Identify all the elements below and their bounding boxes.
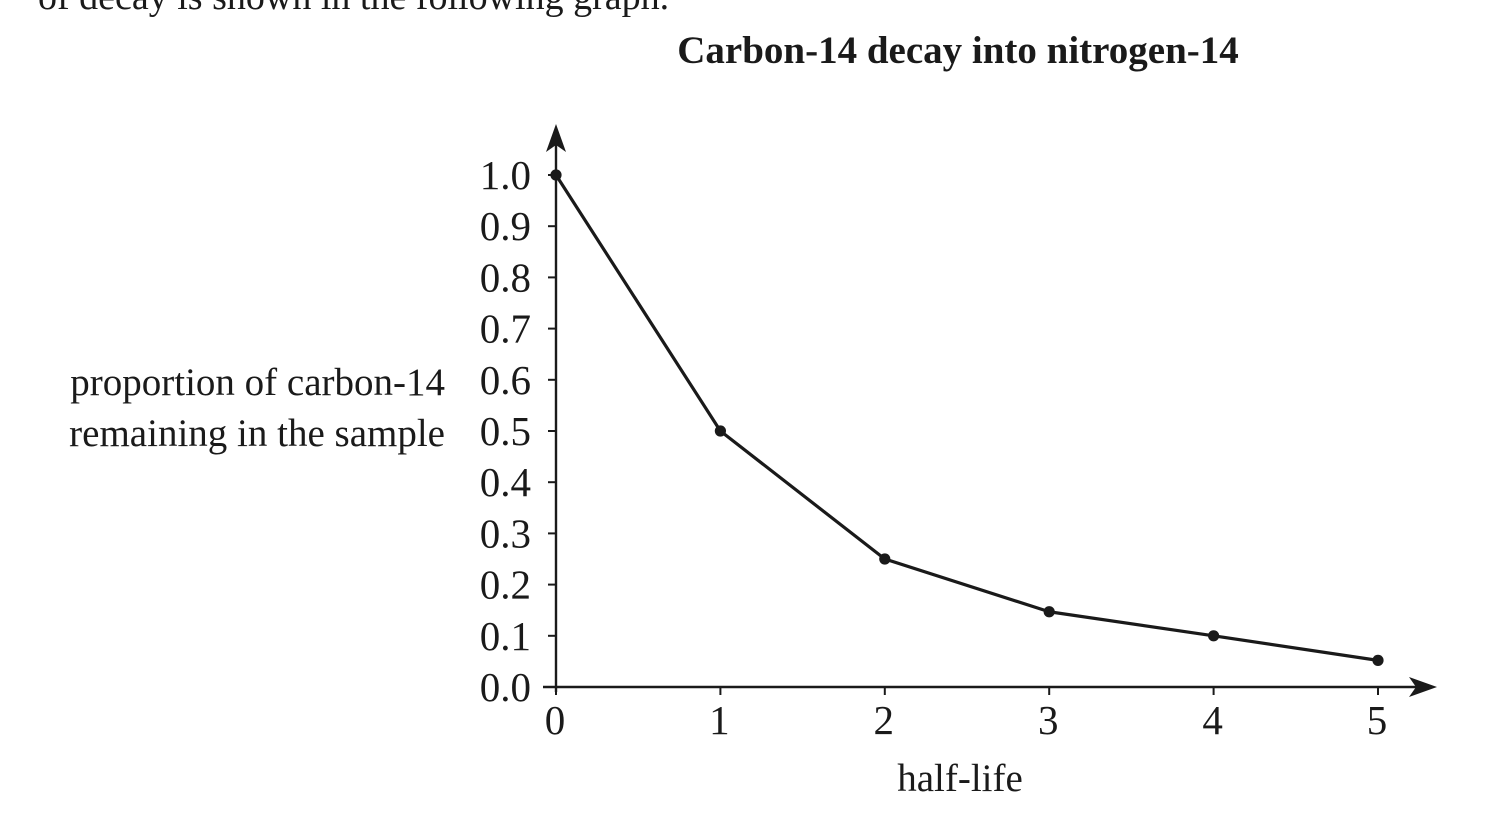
y-tick-label: 0.2 [480, 562, 531, 608]
data-point [550, 169, 562, 181]
x-tick-label: 2 [874, 697, 895, 743]
x-axis-ticks: 0 1 2 3 4 5 [545, 687, 1388, 743]
y-tick-label: 0.6 [480, 357, 531, 403]
y-tick-label: 0.5 [480, 408, 531, 454]
x-tick-label: 1 [709, 697, 730, 743]
x-tick-label: 3 [1038, 697, 1059, 743]
data-point [1372, 654, 1384, 666]
y-axis-ticks: 0.0 0.1 0.2 0.3 0.4 0.5 0.6 0.7 0.8 0.9 1.0 [480, 152, 556, 710]
data-point [1208, 630, 1220, 642]
x-tick-label: 4 [1202, 697, 1223, 743]
y-tick-label: 0.0 [480, 664, 531, 710]
y-tick-label: 1.0 [480, 152, 531, 198]
series-line [554, 174, 1379, 662]
y-tick-label: 0.3 [480, 510, 531, 556]
y-tick-label: 0.4 [480, 459, 531, 505]
data-point [714, 425, 727, 437]
y-axis-label-line-2: remaining in the sample [69, 412, 445, 455]
y-tick-label: 0.7 [480, 306, 531, 352]
x-tick-label: 5 [1367, 697, 1388, 743]
y-tick-label: 0.8 [480, 254, 531, 300]
x-axis-label: half-life [897, 757, 1023, 800]
data-point [1043, 606, 1055, 618]
data-series [550, 169, 1384, 666]
x-tick-label: 0 [545, 697, 566, 743]
y-tick-label: 0.1 [480, 613, 531, 659]
y-axis-arrow-icon [546, 124, 566, 152]
chart-title: Carbon-14 decay into nitrogen-14 [677, 29, 1239, 72]
x-axis-arrow-icon [1409, 677, 1437, 697]
y-axis-label-line-1: proportion of carbon-14 [70, 361, 445, 404]
intro-text-fragment: of decay is shown in the following graph… [38, 0, 669, 18]
y-tick-label: 0.9 [480, 203, 531, 249]
data-point [879, 553, 891, 565]
